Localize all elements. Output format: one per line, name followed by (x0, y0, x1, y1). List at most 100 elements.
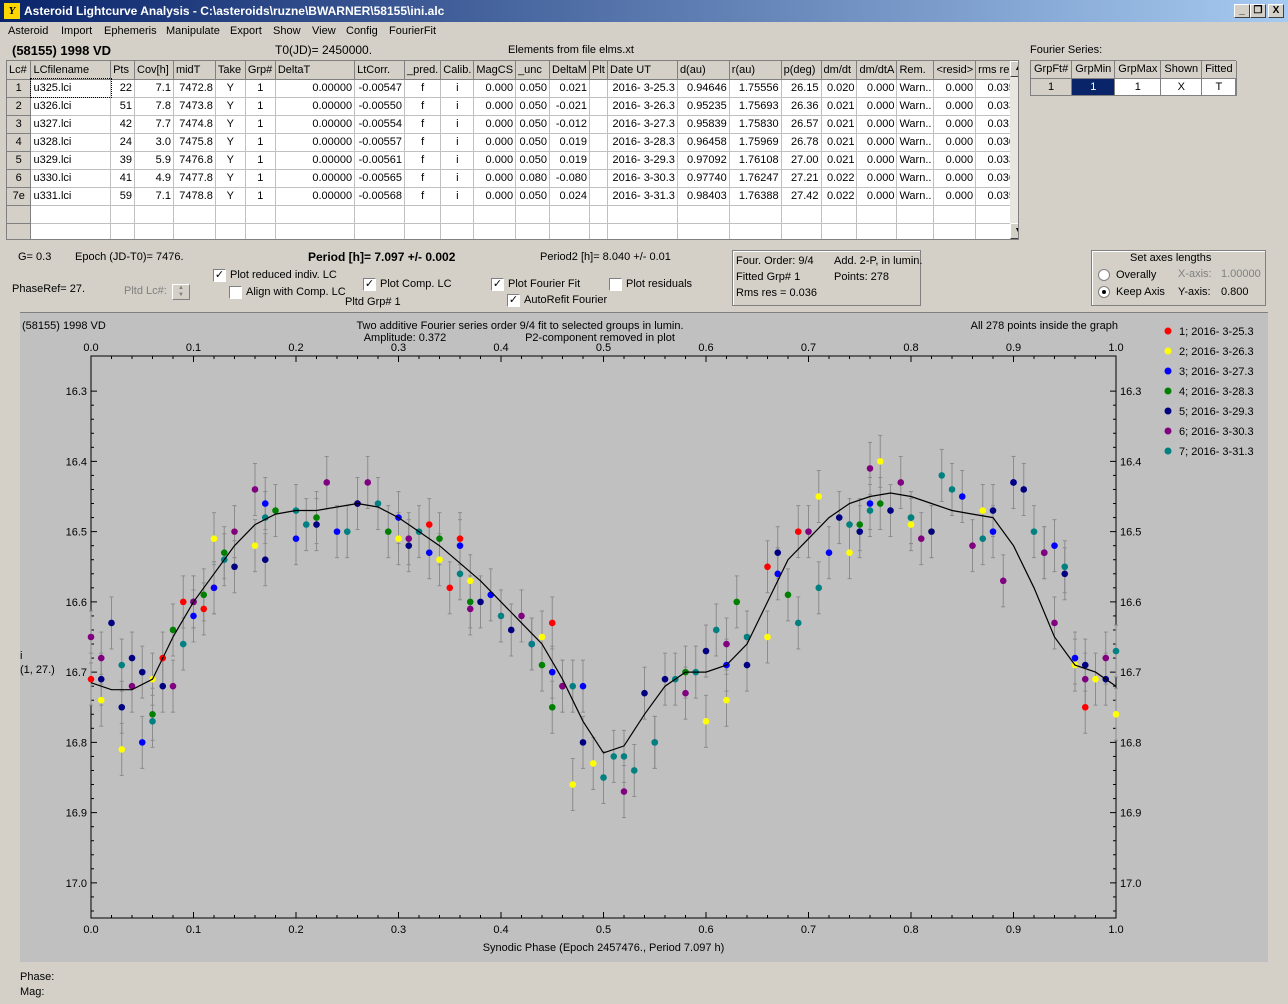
table-cell[interactable] (677, 205, 730, 224)
table-cell[interactable]: 0.050 (515, 79, 551, 98)
table-cell[interactable]: Y (215, 79, 246, 98)
data-point-series-6[interactable] (897, 479, 905, 486)
table-cell[interactable]: u329.lci (30, 151, 112, 170)
table-cell[interactable]: f (404, 115, 442, 134)
data-point-series-5[interactable] (159, 682, 167, 690)
table-cell[interactable]: 0.000 (933, 169, 977, 188)
table-cell[interactable] (589, 115, 608, 134)
data-point-series-4[interactable] (384, 528, 392, 535)
table-cell[interactable] (677, 223, 730, 239)
data-point-series-5[interactable] (128, 654, 136, 662)
menu-view[interactable]: View (312, 25, 336, 37)
table-cell[interactable]: 2016- 3-27.3 (607, 115, 678, 134)
data-point-series-3[interactable] (190, 612, 197, 620)
lc-col-header[interactable]: Pts (110, 61, 135, 80)
lightcurve-chart[interactable]: (58155) 1998 VD Two additive Fourier seri… (20, 313, 1268, 963)
data-point-series-1[interactable] (446, 584, 454, 592)
fourier-grpmin-cell[interactable]: 1 (1071, 78, 1116, 96)
data-point-series-6[interactable] (1040, 549, 1048, 556)
table-cell[interactable]: -0.00568 (354, 187, 406, 206)
data-point-series-7[interactable] (149, 718, 156, 725)
table-cell[interactable]: Warn.. (896, 151, 935, 170)
data-point-series-3[interactable] (425, 549, 433, 556)
data-point-series-2[interactable] (436, 556, 443, 564)
table-cell[interactable]: 27.42 (781, 187, 822, 206)
table-cell[interactable]: 7476.8 (173, 151, 216, 170)
table-cell[interactable]: 7478.8 (173, 187, 216, 206)
table-cell[interactable] (549, 205, 591, 224)
close-button[interactable]: X (1268, 4, 1284, 18)
table-cell[interactable]: f (404, 79, 442, 98)
table-cell[interactable]: 0.021 (821, 97, 858, 116)
data-point-series-7[interactable] (907, 514, 915, 521)
lc-col-header[interactable]: Rem. (896, 61, 935, 80)
data-point-series-6[interactable] (97, 654, 105, 662)
table-cell[interactable]: 26.36 (781, 97, 822, 116)
data-point-series-7[interactable] (374, 500, 382, 507)
table-cell[interactable]: i (440, 133, 475, 152)
table-cell[interactable]: Warn.. (896, 115, 935, 134)
table-cell[interactable]: 26.15 (781, 79, 822, 98)
table-cell[interactable]: 0.000 (473, 115, 517, 134)
data-point-series-7[interactable] (815, 584, 823, 592)
table-cell[interactable] (110, 205, 135, 224)
table-cell[interactable]: 0.024 (549, 187, 591, 206)
data-point-series-7[interactable] (620, 753, 628, 760)
lc-col-header[interactable]: dm/dt (821, 61, 858, 80)
table-cell[interactable]: i (440, 97, 475, 116)
fourier-grpmax-cell[interactable]: 1 (1114, 78, 1162, 96)
table-row[interactable]: 4 u328.lci 24 3.0 7475.8 Y 1 0.00000 -0.00557 f i 0… (7, 133, 1018, 152)
menu-import[interactable]: Import (61, 25, 93, 37)
table-cell[interactable]: Y (215, 97, 246, 116)
data-point-series-5[interactable] (579, 739, 587, 746)
table-cell[interactable] (589, 133, 608, 152)
table-row-empty[interactable] (7, 205, 1018, 224)
table-cell[interactable]: 0.000 (933, 133, 977, 152)
table-cell[interactable]: 39 (110, 151, 135, 170)
data-point-series-1[interactable] (179, 598, 187, 606)
data-point-series-6[interactable] (1081, 675, 1089, 683)
data-point-series-3[interactable] (825, 549, 833, 556)
data-point-series-5[interactable] (108, 619, 115, 627)
table-cell[interactable]: 4.9 (134, 169, 174, 188)
table-cell[interactable]: 1.76108 (729, 151, 782, 170)
menu-show[interactable]: Show (273, 25, 301, 37)
table-cell[interactable] (404, 223, 442, 239)
data-point-series-7[interactable] (343, 528, 351, 535)
data-point-series-5[interactable] (856, 528, 864, 535)
lc-col-header[interactable]: Plt (589, 61, 608, 80)
data-point-series-2[interactable] (1112, 710, 1120, 718)
lc-col-header[interactable]: <resid> (933, 61, 977, 80)
table-cell[interactable]: 7.1 (134, 79, 174, 98)
table-cell[interactable]: 59 (110, 187, 135, 206)
plot-fourier-checkbox[interactable]: ✓ (491, 278, 504, 291)
table-cell[interactable]: 0.94646 (677, 79, 730, 98)
lc-col-header[interactable]: LtCorr. (354, 61, 406, 80)
menu-ephemeris[interactable]: Ephemeris (104, 25, 157, 37)
data-point-series-4[interactable] (272, 507, 279, 514)
table-row[interactable]: 3 u327.lci 42 7.7 7474.8 Y 1 0.00000 -0.00554 f i 0… (7, 115, 1018, 134)
data-point-series-5[interactable] (774, 549, 782, 556)
table-cell[interactable]: 2016- 3-29.3 (607, 151, 678, 170)
data-point-series-4[interactable] (733, 598, 741, 606)
table-cell[interactable] (7, 205, 32, 224)
data-point-series-7[interactable] (528, 640, 536, 648)
table-cell[interactable] (856, 205, 898, 224)
table-cell[interactable]: u331.lci (30, 187, 112, 206)
data-point-series-7[interactable] (948, 486, 956, 493)
lc-col-header[interactable]: Date UT (607, 61, 678, 80)
lc-col-header[interactable]: p(deg) (781, 61, 822, 80)
table-cell[interactable]: 0.95839 (677, 115, 730, 134)
table-cell[interactable]: 0.000 (933, 151, 977, 170)
data-point-series-5[interactable] (138, 668, 146, 676)
table-cell[interactable] (245, 223, 276, 239)
table-cell[interactable]: u326.lci (30, 97, 112, 116)
fourier-grpft-cell[interactable]: 1 (1031, 78, 1073, 96)
lightcurve-plot-panel[interactable]: (58155) 1998 VD Two additive Fourier seri… (20, 312, 1268, 962)
table-cell[interactable]: 2016- 3-30.3 (607, 169, 678, 188)
plot-comp-checkbox[interactable]: ✓ (363, 278, 376, 291)
data-point-series-3[interactable] (210, 584, 218, 592)
table-cell[interactable]: u327.lci (30, 115, 112, 134)
table-cell[interactable]: 7472.8 (173, 79, 216, 98)
table-cell[interactable]: 0.96458 (677, 133, 730, 152)
